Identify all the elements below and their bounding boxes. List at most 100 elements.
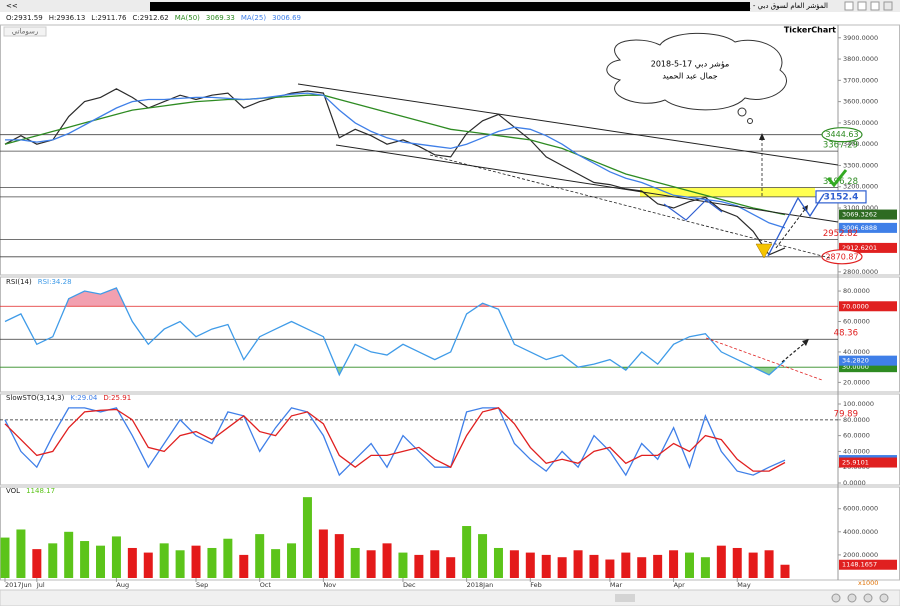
bottom-marker bbox=[755, 243, 773, 259]
level-label: 34.2820 bbox=[842, 357, 869, 365]
level-label: 3367.29 bbox=[823, 141, 858, 151]
level-label: 3152.4 bbox=[824, 192, 859, 202]
level-label: 3444.63 bbox=[825, 130, 858, 139]
header-value: L:2911.76 bbox=[91, 14, 127, 22]
volume-bar bbox=[80, 541, 90, 578]
header-value: 1148.17 bbox=[26, 487, 55, 495]
header-value: H:2936.13 bbox=[49, 14, 86, 22]
y-tick-label: 6000.0000 bbox=[843, 505, 878, 513]
zoom-button[interactable] bbox=[863, 593, 873, 603]
legend-value: 3069.33 bbox=[206, 14, 235, 22]
volume-bar bbox=[111, 536, 121, 578]
y-tick-label: 20.0000 bbox=[843, 378, 870, 386]
volume-bar bbox=[207, 547, 217, 578]
volume-bar bbox=[159, 543, 169, 578]
x-tick-label: Feb bbox=[530, 581, 542, 589]
header-value: K:29.04 bbox=[70, 394, 98, 402]
series-line bbox=[5, 92, 786, 229]
volume-bar bbox=[430, 550, 440, 578]
projection-path bbox=[767, 193, 825, 257]
channel-line bbox=[335, 144, 839, 223]
x-tick-label: Dec bbox=[403, 581, 416, 589]
volume-bar bbox=[669, 550, 679, 578]
level-label-box bbox=[839, 209, 897, 220]
zoom-button[interactable] bbox=[879, 593, 889, 603]
series-line bbox=[4, 407, 786, 477]
volume-bar bbox=[732, 547, 742, 578]
scrollbar[interactable] bbox=[0, 589, 900, 606]
maximize-button[interactable] bbox=[857, 1, 867, 11]
zoom-button[interactable] bbox=[847, 593, 857, 603]
zoom-button[interactable] bbox=[831, 593, 841, 603]
y-tick-label: 40.0000 bbox=[843, 348, 870, 356]
note-bubble: مؤشر دبي 17-5-2018 جمال عبد الحميد bbox=[606, 32, 787, 124]
volume-bar bbox=[64, 531, 74, 578]
y-tick-label: 3200.0000 bbox=[843, 183, 878, 191]
y-tick-label: 80.0000 bbox=[843, 416, 870, 424]
x-tick-label: Mar bbox=[610, 581, 623, 589]
y-tick-label: 3400.0000 bbox=[843, 140, 878, 148]
level-label: 1148.1657 bbox=[842, 561, 877, 569]
y-tick-label: 3100.0000 bbox=[843, 204, 878, 212]
level-label: 2952.82 bbox=[823, 229, 858, 239]
arrow-head bbox=[759, 133, 765, 140]
volume-bar bbox=[605, 559, 615, 578]
volume-bar bbox=[446, 557, 456, 578]
redacted-area bbox=[150, 2, 750, 11]
zoom-buttons bbox=[831, 593, 889, 603]
volume-bar bbox=[96, 545, 106, 578]
bubble-tail bbox=[737, 107, 747, 117]
y-tick-label: 60.0000 bbox=[843, 317, 870, 325]
volume-bar bbox=[366, 550, 376, 578]
volume-bar bbox=[780, 564, 790, 578]
header-value: RSI:34.28 bbox=[38, 278, 72, 286]
volume-bar bbox=[541, 554, 551, 578]
x-tick-label: Sep bbox=[196, 581, 208, 589]
y-tick-label: 3600.0000 bbox=[843, 98, 878, 106]
nav-button[interactable]: << bbox=[6, 2, 18, 10]
level-label: 30.0000 bbox=[842, 363, 869, 371]
series-line bbox=[4, 407, 786, 472]
level-label: 2870.87 bbox=[825, 252, 858, 261]
header-value: C:2912.62 bbox=[133, 14, 169, 22]
level-label: 2912.6201 bbox=[842, 244, 877, 252]
unit-label: x1000 bbox=[858, 579, 878, 587]
logo: TickerChart bbox=[784, 26, 836, 35]
projection-arrow bbox=[775, 207, 807, 249]
channel-line bbox=[297, 83, 839, 166]
volume-bar bbox=[175, 550, 185, 578]
legend-entry: MA(50) bbox=[175, 14, 200, 22]
marks: 2800.00002900.00003000.00003100.00003200… bbox=[0, 14, 897, 589]
close-button[interactable] bbox=[883, 1, 893, 11]
volume-bar bbox=[478, 534, 488, 578]
minimize-button[interactable] bbox=[844, 1, 854, 11]
y-tick-label: 2800.0000 bbox=[843, 268, 878, 276]
volume-bar bbox=[32, 549, 42, 578]
volume-bar bbox=[414, 554, 424, 578]
volume-bar bbox=[223, 538, 233, 578]
rsi-trend-line bbox=[705, 337, 823, 381]
volume-bar bbox=[653, 554, 663, 578]
volume-bar bbox=[16, 529, 26, 578]
volume-bar bbox=[493, 547, 503, 578]
scroll-thumb[interactable] bbox=[615, 594, 635, 602]
drawings-button[interactable] bbox=[3, 26, 47, 37]
level-label: 3069.3262 bbox=[842, 211, 877, 219]
header-value: D:25.91 bbox=[103, 394, 131, 402]
x-tick-label: 2018Jan bbox=[467, 581, 494, 589]
header-value: O:2931.59 bbox=[6, 14, 43, 22]
trend-line bbox=[429, 154, 831, 259]
y-tick-label: 2000.0000 bbox=[843, 551, 878, 559]
y-tick-label: 0.0000 bbox=[843, 479, 866, 487]
level-label-circle bbox=[821, 127, 863, 143]
panel-title: VOL bbox=[6, 487, 20, 495]
wave-path bbox=[663, 199, 723, 221]
x-tick-label: Apr bbox=[674, 581, 686, 589]
level-label: 3006.6888 bbox=[842, 224, 877, 232]
level-label-box bbox=[839, 559, 897, 570]
y-tick-label: 3300.0000 bbox=[843, 161, 878, 169]
options-button[interactable] bbox=[870, 1, 880, 11]
level-label: 79.89 bbox=[834, 409, 858, 419]
level-label: 70.0000 bbox=[842, 302, 869, 310]
